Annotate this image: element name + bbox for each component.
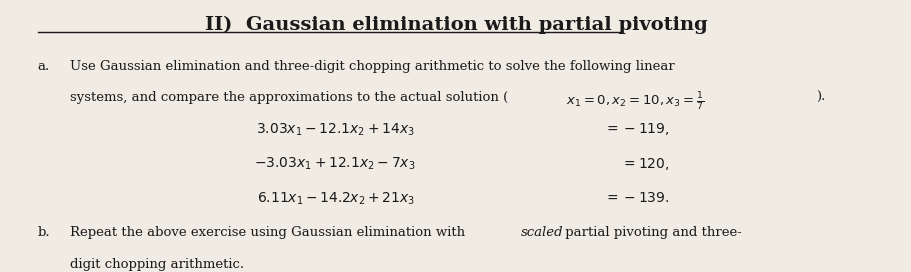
Text: $-3.03x_1 + 12.1x_2 - 7x_3$: $-3.03x_1 + 12.1x_2 - 7x_3$: [253, 156, 415, 172]
Text: II)  Gaussian elimination with partial pivoting: II) Gaussian elimination with partial pi…: [204, 16, 707, 34]
Text: Use Gaussian elimination and three-digit chopping arithmetic to solve the follow: Use Gaussian elimination and three-digit…: [69, 60, 673, 73]
Text: $3.03x_1 - 12.1x_2 + 14x_3$: $3.03x_1 - 12.1x_2 + 14x_3$: [256, 121, 415, 138]
Text: Repeat the above exercise using Gaussian elimination with: Repeat the above exercise using Gaussian…: [69, 226, 468, 239]
Text: $6.11x_1 - 14.2x_2 + 21x_3$: $6.11x_1 - 14.2x_2 + 21x_3$: [257, 190, 415, 207]
Text: partial pivoting and three-: partial pivoting and three-: [560, 226, 741, 239]
Text: ).: ).: [815, 91, 824, 104]
Text: $= 120,$: $= 120,$: [620, 156, 669, 172]
Text: $= -119,$: $= -119,$: [603, 121, 669, 137]
Text: $= -139.$: $= -139.$: [604, 190, 669, 205]
Text: scaled: scaled: [520, 226, 563, 239]
Text: systems, and compare the approximations to the actual solution (: systems, and compare the approximations …: [69, 91, 507, 104]
Text: digit chopping arithmetic.: digit chopping arithmetic.: [69, 258, 243, 271]
Text: a.: a.: [37, 60, 50, 73]
Text: b.: b.: [37, 226, 50, 239]
Text: $x_1 = 0, x_2 = 10, x_3 = \frac{1}{7}$: $x_1 = 0, x_2 = 10, x_3 = \frac{1}{7}$: [566, 91, 703, 113]
